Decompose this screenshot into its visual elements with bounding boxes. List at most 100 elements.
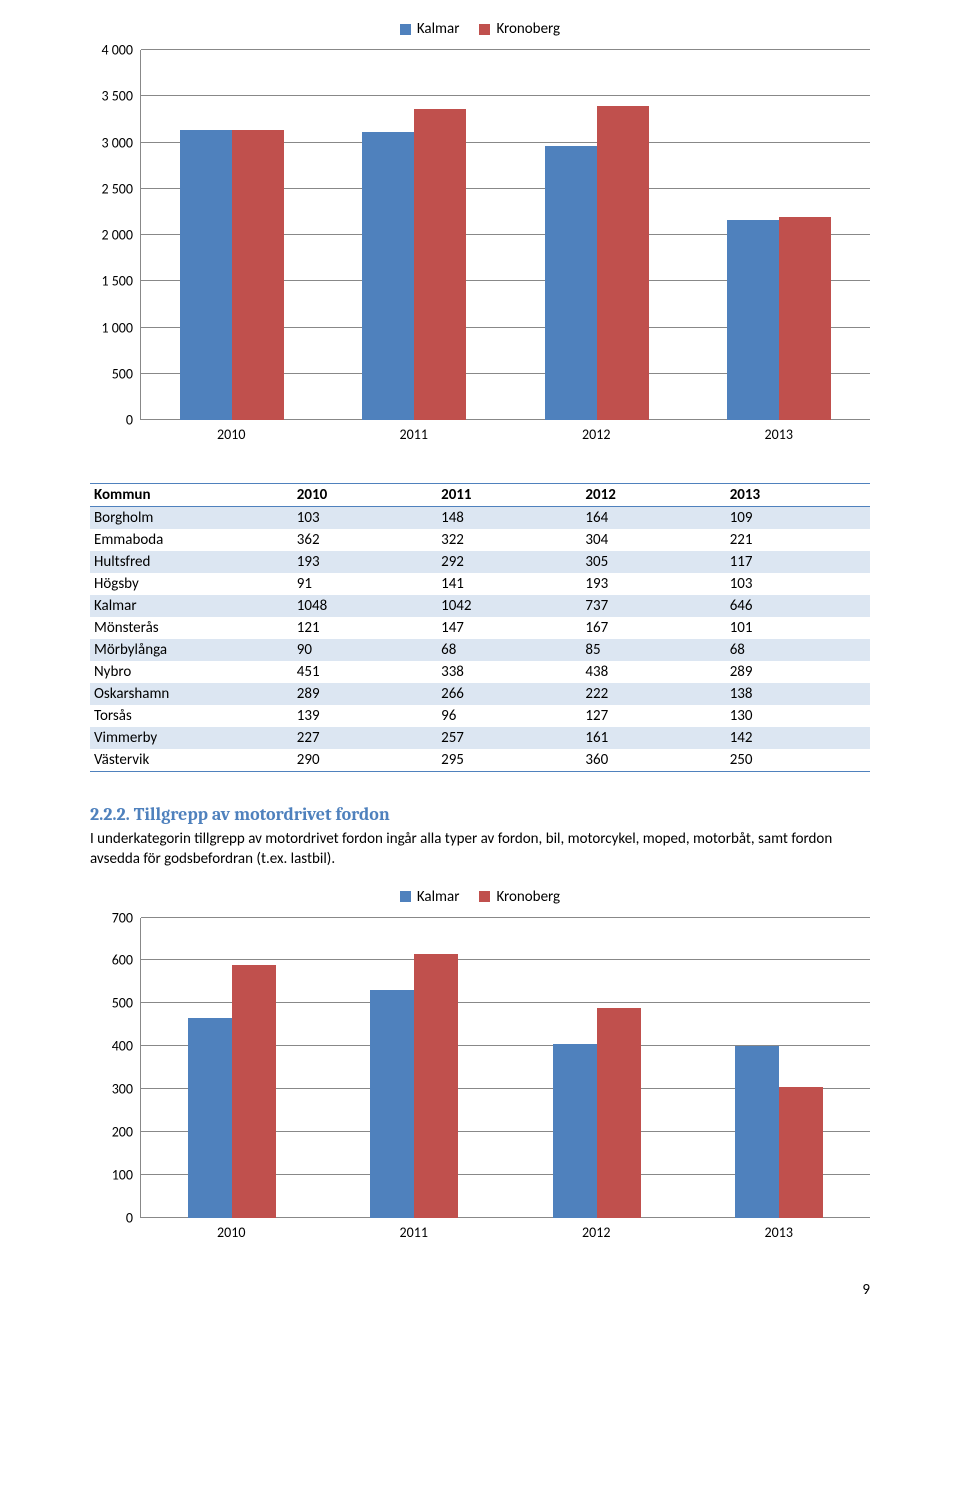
table-cell: 148: [437, 507, 581, 530]
table-cell: 250: [726, 749, 870, 772]
bar-kronoberg: [232, 965, 276, 1218]
table-row: Torsås13996127130: [90, 705, 870, 727]
y-tick-label: 600: [112, 952, 141, 969]
table-cell: 103: [726, 573, 870, 595]
bar-kronoberg: [779, 1087, 823, 1218]
table-cell: 266: [437, 683, 581, 705]
table-cell: 96: [437, 705, 581, 727]
bar-group: [370, 918, 458, 1218]
chart-1-plot: 05001 0001 5002 0002 5003 0003 5004 000: [140, 50, 870, 420]
table-cell: Torsås: [90, 705, 293, 727]
section-body: I underkategorin tillgrepp av motordrive…: [90, 829, 870, 870]
legend-swatch-kalmar: [400, 24, 411, 35]
table-cell: 222: [581, 683, 725, 705]
table-cell: 68: [437, 639, 581, 661]
y-tick-label: 2 500: [101, 180, 141, 197]
y-tick-label: 500: [112, 365, 141, 382]
table-row: Västervik290295360250: [90, 749, 870, 772]
table-cell: 91: [293, 573, 437, 595]
table-row: Mönsterås121147167101: [90, 617, 870, 639]
table-row: Oskarshamn289266222138: [90, 683, 870, 705]
chart-2-legend: Kalmar Kronoberg: [90, 888, 870, 906]
bar-kalmar: [362, 132, 414, 420]
legend-item-kronoberg-2: Kronoberg: [479, 888, 560, 906]
data-table: Kommun2010201120122013 Borgholm103148164…: [90, 483, 870, 772]
chart-2-x-axis: 2010201120122013: [140, 1224, 870, 1241]
x-tick-label: 2011: [400, 426, 428, 443]
y-tick-label: 4 000: [101, 42, 141, 59]
chart-2: Kalmar Kronoberg 0100200300400500600700 …: [90, 888, 870, 1241]
table-cell: 109: [726, 507, 870, 530]
legend-swatch-kronoberg-2: [479, 891, 490, 902]
x-tick-label: 2010: [217, 1224, 245, 1241]
table-cell: 304: [581, 529, 725, 551]
y-tick-label: 500: [112, 995, 141, 1012]
y-tick-label: 700: [112, 909, 141, 926]
table-cell: 257: [437, 727, 581, 749]
table-cell: 90: [293, 639, 437, 661]
legend-swatch-kalmar-2: [400, 891, 411, 902]
table-cell: 295: [437, 749, 581, 772]
table-cell: 290: [293, 749, 437, 772]
table-cell: Högsby: [90, 573, 293, 595]
bar-group: [553, 918, 641, 1218]
table-cell: 147: [437, 617, 581, 639]
table-cell: 362: [293, 529, 437, 551]
bar-kronoberg: [414, 109, 466, 420]
table-cell: 292: [437, 551, 581, 573]
table-row: Högsby91141193103: [90, 573, 870, 595]
table-cell: 193: [581, 573, 725, 595]
bar-kronoberg: [597, 1008, 641, 1218]
legend-item-kronoberg: Kronoberg: [479, 20, 560, 38]
table-col-header: 2011: [437, 484, 581, 507]
legend-item-kalmar-2: Kalmar: [400, 888, 460, 906]
y-tick-label: 0: [126, 412, 141, 429]
table-cell: Vimmerby: [90, 727, 293, 749]
bar-kalmar: [545, 146, 597, 420]
table-cell: 1042: [437, 595, 581, 617]
table-col-header: 2012: [581, 484, 725, 507]
table-body: Borgholm103148164109Emmaboda362322304221…: [90, 507, 870, 772]
table-cell: 338: [437, 661, 581, 683]
table-cell: 451: [293, 661, 437, 683]
chart-1: Kalmar Kronoberg 05001 0001 5002 0002 50…: [90, 20, 870, 443]
table-col-header: 2010: [293, 484, 437, 507]
chart-2-plot: 0100200300400500600700: [140, 918, 870, 1218]
legend-swatch-kronoberg: [479, 24, 490, 35]
table-cell: 127: [581, 705, 725, 727]
table-header-row: Kommun2010201120122013: [90, 484, 870, 507]
bar-group: [545, 50, 649, 420]
legend-label-kalmar: Kalmar: [417, 20, 460, 38]
bar-kalmar: [370, 990, 414, 1217]
table-row: Mörbylånga90688568: [90, 639, 870, 661]
bar-group: [727, 50, 831, 420]
y-tick-label: 200: [112, 1123, 141, 1140]
table-cell: Nybro: [90, 661, 293, 683]
bar-kronoberg: [414, 954, 458, 1218]
legend-label-kalmar-2: Kalmar: [417, 888, 460, 906]
table-cell: 139: [293, 705, 437, 727]
y-tick-label: 2 000: [101, 227, 141, 244]
y-tick-label: 300: [112, 1080, 141, 1097]
chart-1-x-axis: 2010201120122013: [140, 426, 870, 443]
bar-group: [362, 50, 466, 420]
x-tick-label: 2013: [765, 426, 793, 443]
y-tick-label: 100: [112, 1166, 141, 1183]
bar-kalmar: [727, 220, 779, 420]
legend-label-kronoberg-2: Kronoberg: [496, 888, 560, 906]
y-tick-label: 0: [126, 1209, 141, 1226]
y-tick-label: 3 500: [101, 88, 141, 105]
bar-kalmar: [180, 130, 232, 420]
x-tick-label: 2012: [582, 1224, 610, 1241]
table-cell: Hultsfred: [90, 551, 293, 573]
table-cell: 164: [581, 507, 725, 530]
table-col-header: Kommun: [90, 484, 293, 507]
table-cell: 221: [726, 529, 870, 551]
bar-group: [735, 918, 823, 1218]
table-row: Kalmar10481042737646: [90, 595, 870, 617]
table-cell: 289: [726, 661, 870, 683]
bar-group: [180, 50, 284, 420]
table-cell: 227: [293, 727, 437, 749]
table-cell: 193: [293, 551, 437, 573]
table-cell: 289: [293, 683, 437, 705]
